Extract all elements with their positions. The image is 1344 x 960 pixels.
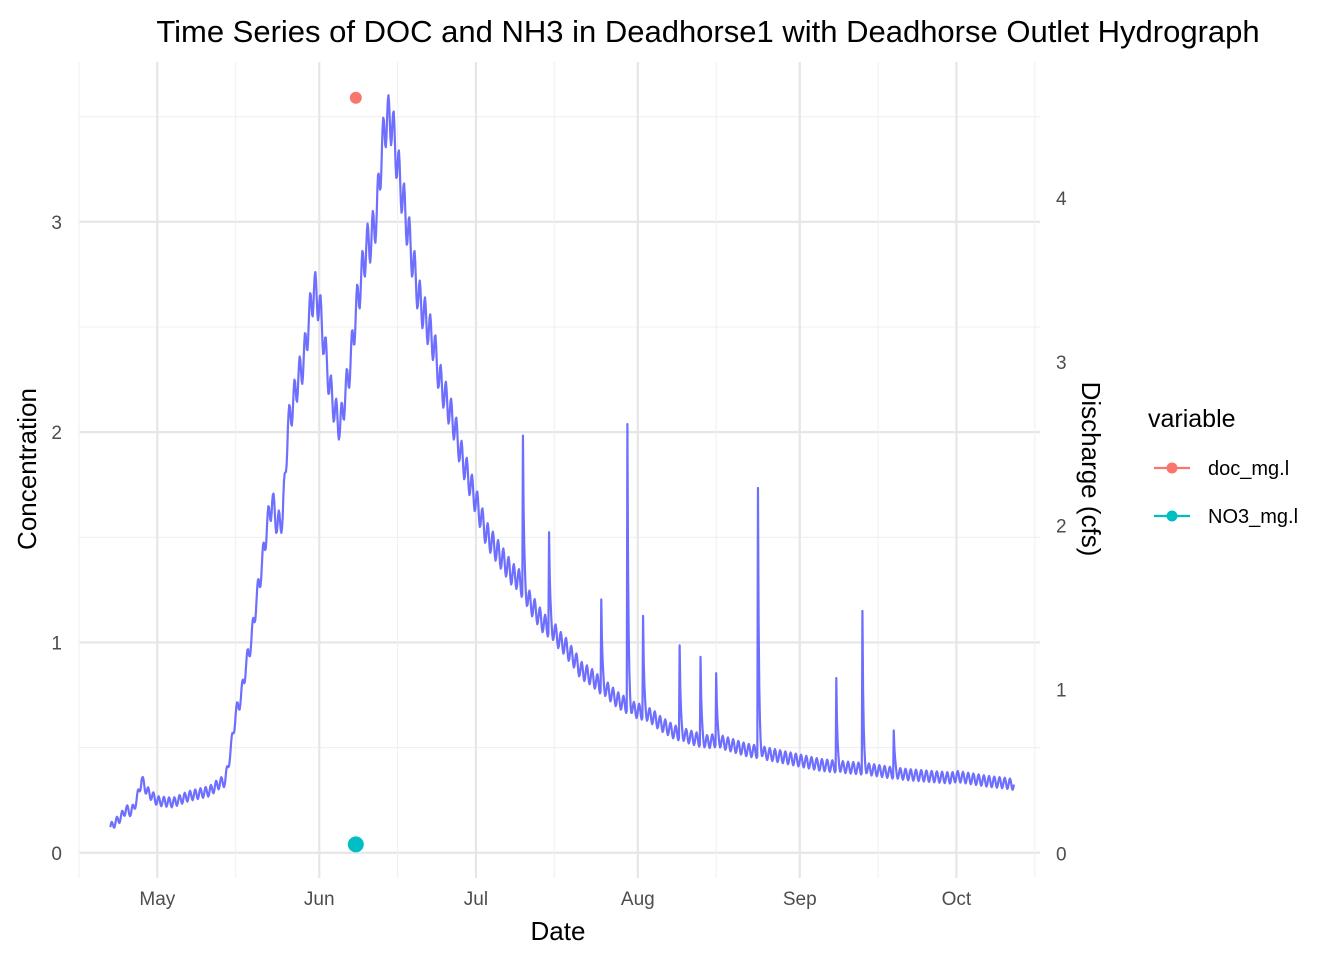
discharge-line — [109, 94, 1015, 829]
x-tick-label: Oct — [942, 889, 972, 910]
discharge-series — [109, 94, 1015, 829]
x-tick-label: Sep — [783, 889, 817, 910]
y-tick-label: 0 — [51, 844, 62, 865]
y2-axis-title: Discharge (cfs) — [1076, 382, 1106, 557]
y2-tick-label: 2 — [1056, 517, 1067, 538]
y-tick-label: 3 — [51, 213, 62, 234]
y2-tick-label: 3 — [1056, 353, 1067, 374]
legend-key-point — [1166, 462, 1178, 474]
x-tick-label: May — [139, 889, 175, 910]
legend: variable doc_mg.l NO3_mg.l — [1148, 405, 1298, 528]
x-tick-label: Jul — [464, 889, 488, 910]
y2-axis: 0 1 2 3 4 — [1056, 189, 1067, 865]
y-tick-label: 1 — [51, 633, 62, 654]
y2-tick-label: 1 — [1056, 681, 1067, 702]
y2-tick-label: 0 — [1056, 844, 1067, 865]
y-axis-title: Concentration — [12, 388, 42, 550]
x-tick-label: Jun — [304, 889, 335, 910]
legend-label: doc_mg.l — [1208, 458, 1289, 480]
x-axis-title: Date — [531, 916, 586, 946]
concentration-points — [347, 91, 364, 853]
y-tick-label: 2 — [51, 423, 62, 444]
y2-tick-label: 4 — [1056, 189, 1067, 210]
chart-title: Time Series of DOC and NH3 in Deadhorse1… — [156, 14, 1259, 49]
y-axis: 0 1 2 3 — [51, 213, 62, 865]
x-tick-label: Aug — [621, 889, 655, 910]
point-doc-mg-l — [349, 91, 362, 104]
legend-label: NO3_mg.l — [1208, 506, 1298, 528]
x-axis: May Jun Jul Aug Sep Oct — [139, 889, 972, 910]
grid — [78, 62, 1040, 878]
legend-title: variable — [1148, 405, 1236, 433]
legend-key-point — [1166, 510, 1178, 522]
point-no3-mg-l — [347, 836, 364, 853]
